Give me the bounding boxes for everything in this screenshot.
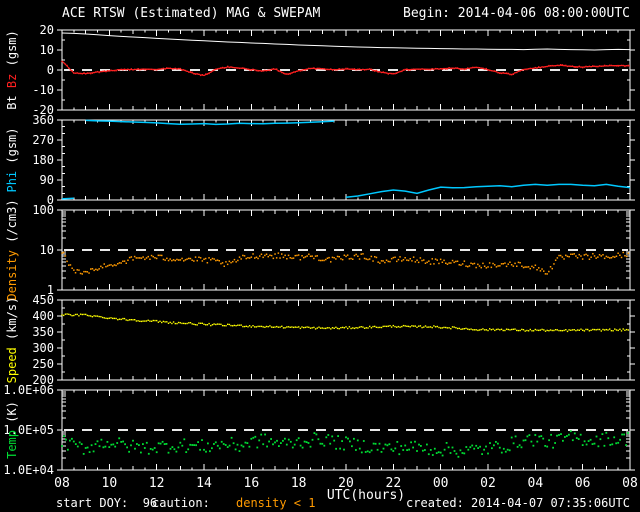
- ytick-label: 1: [47, 283, 54, 297]
- ytick-label: 1.0E+06: [3, 383, 54, 397]
- xtick-label: 06: [575, 476, 591, 491]
- xtick-label: 10: [102, 476, 118, 491]
- ytick-label: 90: [40, 173, 54, 187]
- panel-ylabel-bt-bz: Bt Bz (gsm): [5, 30, 19, 110]
- xtick-label: 12: [149, 476, 165, 491]
- panel-speed: 200 250 300 350 400 450 Speed (km/s): [5, 293, 635, 387]
- panel-ylabel-density: Density (/cm3): [5, 199, 19, 300]
- series-bt: [61, 32, 631, 51]
- x-axis-title: UTC(hours): [327, 488, 405, 503]
- ytick-label: 270: [32, 133, 54, 147]
- ytick-label: 250: [32, 357, 54, 371]
- footer-created-timestamp: created: 2014-04-07 07:35:06UTC: [406, 496, 630, 510]
- xtick-label: 08: [54, 476, 70, 491]
- series-density: [61, 251, 630, 275]
- ytick-label: 400: [32, 309, 54, 323]
- footer-caution-label: caution:: [152, 496, 210, 510]
- ytick-label: 200: [32, 373, 54, 387]
- xtick-label: 08: [622, 476, 638, 491]
- xtick-label: 16: [244, 476, 260, 491]
- xtick-label: 04: [528, 476, 544, 491]
- panel-ylabel-temp: Temp (K): [5, 401, 19, 459]
- plot-title: ACE RTSW (Estimated) MAG & SWEPAM: [62, 6, 321, 21]
- ytick-label: 1.0E+04: [3, 463, 54, 477]
- panel-ylabel-speed: Speed (km/s): [5, 297, 19, 384]
- ytick-label: 10: [40, 43, 54, 57]
- panel-bt-bz: -20 -10 0 10 20 Bt Bz (gsm): [5, 23, 635, 117]
- ytick-label: 10: [40, 243, 54, 257]
- xtick-label: 02: [480, 476, 496, 491]
- ytick-label: 100: [32, 203, 54, 217]
- panel-ylabel-phi: Phi (gsm): [5, 127, 19, 192]
- xtick-label: 18: [291, 476, 307, 491]
- ytick-label: -10: [32, 83, 54, 97]
- ytick-label: 0: [47, 193, 54, 207]
- ytick-label: 350: [32, 325, 54, 339]
- panel-density: 1 10 100 Density (/cm3): [5, 199, 635, 301]
- ytick-label: 360: [32, 113, 54, 127]
- series-temp: [61, 430, 629, 458]
- x-axis-labels: 08 10 12 14 16 18 20 22 00 02 04 06 08 UTC(hours): [54, 476, 638, 503]
- xtick-label: 20: [338, 476, 354, 491]
- panel-temp: 1.0E+04 1.0E+05 1.0E+06 Temp (K): [3, 383, 635, 477]
- ytick-label: 180: [32, 153, 54, 167]
- ytick-label: -20: [32, 103, 54, 117]
- ytick-label: 0: [47, 63, 54, 77]
- series-bz: [61, 60, 631, 77]
- ytick-label: 20: [40, 23, 54, 37]
- xtick-label: 14: [196, 476, 212, 491]
- begin-timestamp: Begin: 2014-04-06 08:00:00UTC: [403, 6, 630, 21]
- panel-phi: 0 90 180 270 360 Phi (gsm): [5, 113, 635, 207]
- footer-start-doy: start DOY: 96: [56, 496, 158, 510]
- xtick-label: 00: [433, 476, 449, 491]
- series-speed: [61, 313, 629, 333]
- ytick-label: 450: [32, 293, 54, 307]
- ytick-label: 1.0E+05: [3, 423, 54, 437]
- xtick-label: 22: [386, 476, 402, 491]
- series-phi: [61, 119, 631, 200]
- ytick-label: 300: [32, 341, 54, 355]
- footer-caution-value: density < 1: [236, 496, 316, 510]
